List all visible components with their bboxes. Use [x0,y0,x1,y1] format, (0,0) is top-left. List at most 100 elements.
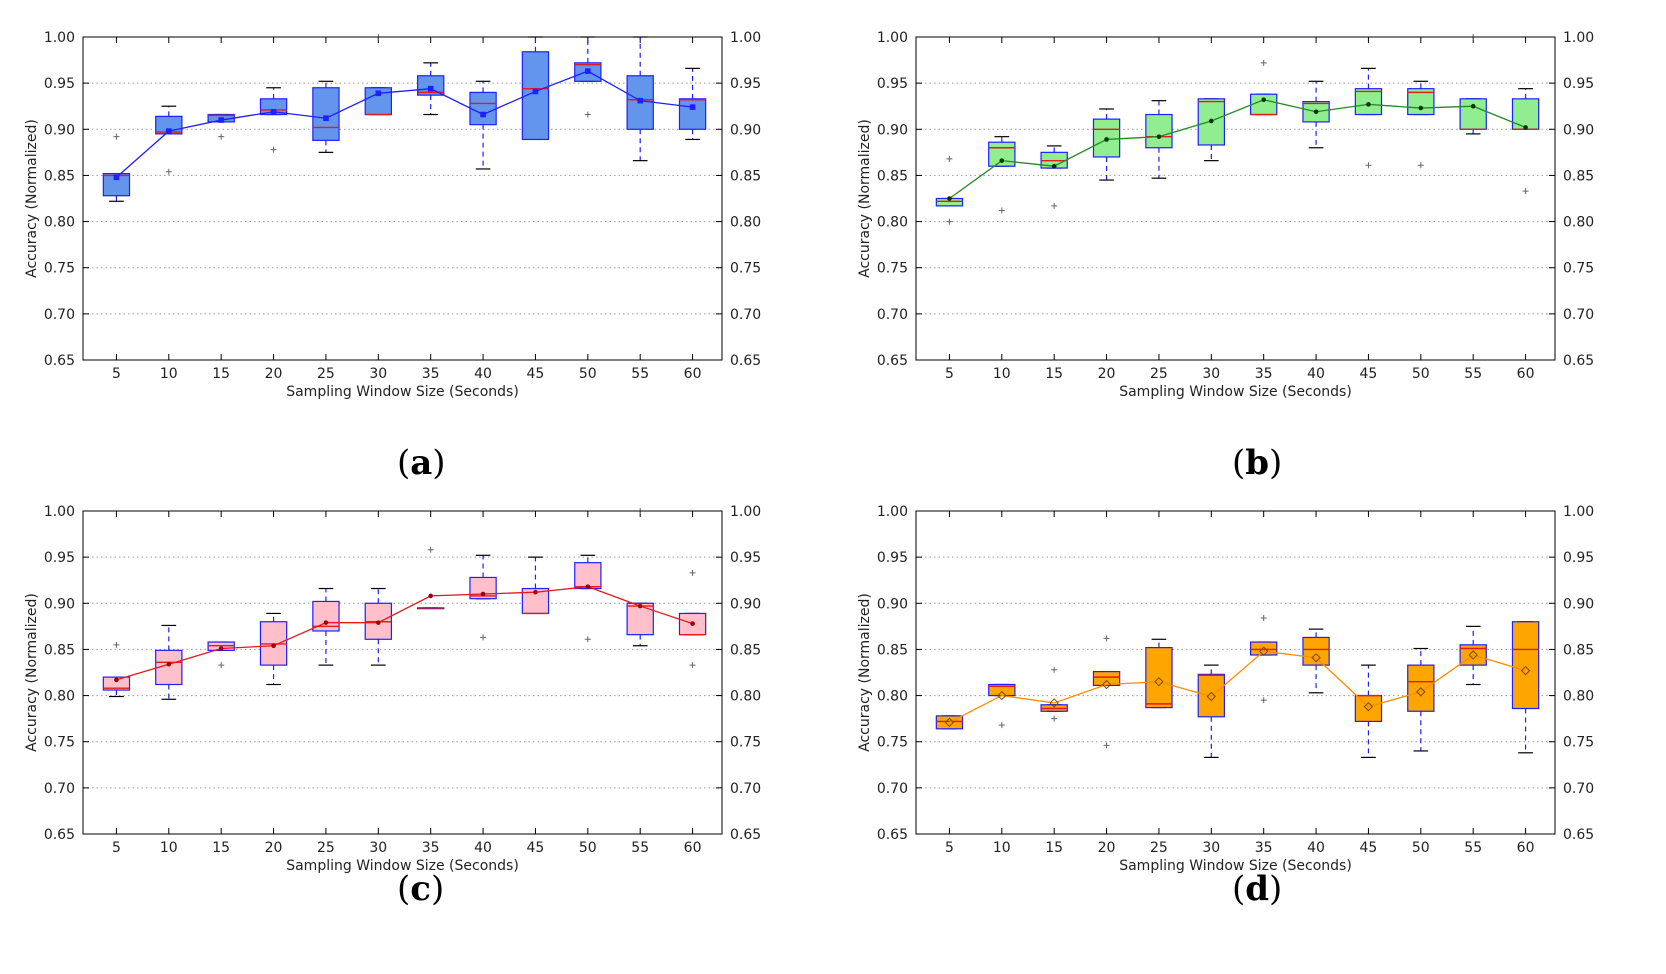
mean-marker [1366,102,1371,107]
box [1459,98,1487,130]
mean-marker [1156,134,1162,139]
mean-marker [1209,118,1214,124]
mean-marker [166,661,172,667]
y-tick-label-left: 1.00 [44,30,75,46]
mean-marker [1049,698,1059,708]
outlier-marker [1103,742,1110,749]
x-tick-label: 25 [317,840,335,856]
x-tick-label: 50 [579,366,597,382]
mean-marker [376,620,381,625]
mean-marker [218,646,224,651]
x-tick-label: 45 [1360,366,1378,382]
y-tick-label-left: 0.70 [44,307,75,323]
y-tick-label-left: 0.90 [44,122,75,138]
x-tick-label: 25 [317,366,335,382]
mean-marker [689,104,696,110]
outlier-marker [165,168,172,175]
x-tick-label: 55 [1464,840,1482,856]
caption-a: (a) [397,443,446,483]
y-tick-label-left: 0.75 [877,261,908,277]
mean-marker [480,111,486,118]
y-tick-label-left: 1.00 [877,504,908,520]
y-tick-label-left: 0.75 [44,261,75,277]
outlier-marker [584,636,591,643]
y-tick-label-right: 1.00 [1563,30,1594,46]
mean-marker [1051,163,1057,169]
x-tick-label: 50 [579,840,597,856]
y-tick-label-left: 0.75 [877,735,908,751]
mean-marker [585,584,591,589]
box [678,98,707,130]
outlier-marker [946,218,953,225]
mean-marker [480,591,486,597]
x-tick-label: 40 [1307,840,1325,856]
mean-line [949,99,1526,200]
mean-marker [1311,653,1321,663]
box [416,75,445,96]
mean-marker [637,603,643,609]
plot-frame [915,510,1556,835]
y-tick-label-left: 0.70 [44,781,75,797]
mean-marker [690,621,695,626]
y-axis-label: Accuracy (Normalized) [857,593,873,752]
y-tick-label-right: 0.65 [730,353,761,369]
x-tick-label: 5 [112,840,121,856]
mean-line [949,650,1526,723]
y-tick-label-right: 0.75 [1563,261,1594,277]
mean-marker [1101,679,1112,690]
y-tick-label-left: 0.80 [44,689,75,705]
x-tick-label: 60 [1517,366,1535,382]
x-tick-label: 15 [212,366,230,382]
outlier-marker [218,662,225,669]
x-tick-label: 20 [1098,366,1116,382]
mean-marker [1154,677,1164,687]
x-tick-label: 40 [1307,366,1325,382]
y-tick-label-left: 0.85 [877,168,908,184]
outlier-marker [1051,715,1058,722]
mean-marker [1418,105,1424,111]
box [574,562,602,590]
x-tick-label: 55 [1464,366,1482,382]
x-tick-label: 25 [1150,840,1168,856]
y-tick-label-left: 0.75 [44,735,75,751]
outlier-marker [1260,697,1267,704]
x-tick-label: 20 [265,840,283,856]
mean-marker [166,128,172,134]
mean-line [116,586,693,681]
y-tick-label-right: 0.95 [730,76,761,92]
mean-marker [533,589,538,595]
y-tick-label-left: 0.85 [877,642,908,658]
box [626,75,654,130]
y-tick-label-left: 0.65 [877,827,908,843]
y-tick-label-right: 0.95 [730,550,761,566]
box [1511,621,1540,710]
mean-marker [947,196,952,201]
y-tick-label-right: 0.75 [730,261,761,277]
x-tick-label: 60 [1517,840,1535,856]
chart-d-svg: 0.65 0.65 0.70 0.70 0.75 0.75 0.80 0.80 0.85 0.85… [857,504,1594,874]
plot-frame [915,36,1556,361]
caption-c: (c) [397,869,445,909]
y-tick-label-right: 0.75 [730,735,761,751]
x-tick-label: 60 [684,366,702,382]
outlier-marker [427,546,434,553]
outlier-marker [584,111,591,118]
box [102,172,131,197]
x-tick-label: 25 [1150,366,1168,382]
x-tick-label: 45 [527,840,545,856]
y-tick-label-right: 0.85 [1563,168,1594,184]
y-tick-label-left: 0.95 [44,550,75,566]
plot-frame [82,510,723,835]
y-tick-label-left: 0.70 [877,781,908,797]
outlier-marker [1260,59,1267,66]
outlier-marker [998,722,1005,729]
x-tick-label: 30 [369,840,387,856]
outlier-marker [1417,162,1424,169]
y-tick-label-right: 0.90 [730,596,761,612]
mean-marker [1520,665,1531,676]
x-tick-label: 35 [422,840,440,856]
outlier-marker [113,133,120,140]
x-tick-label: 15 [1045,366,1063,382]
y-tick-label-right: 0.70 [730,781,761,797]
outlier-marker [1051,202,1058,209]
